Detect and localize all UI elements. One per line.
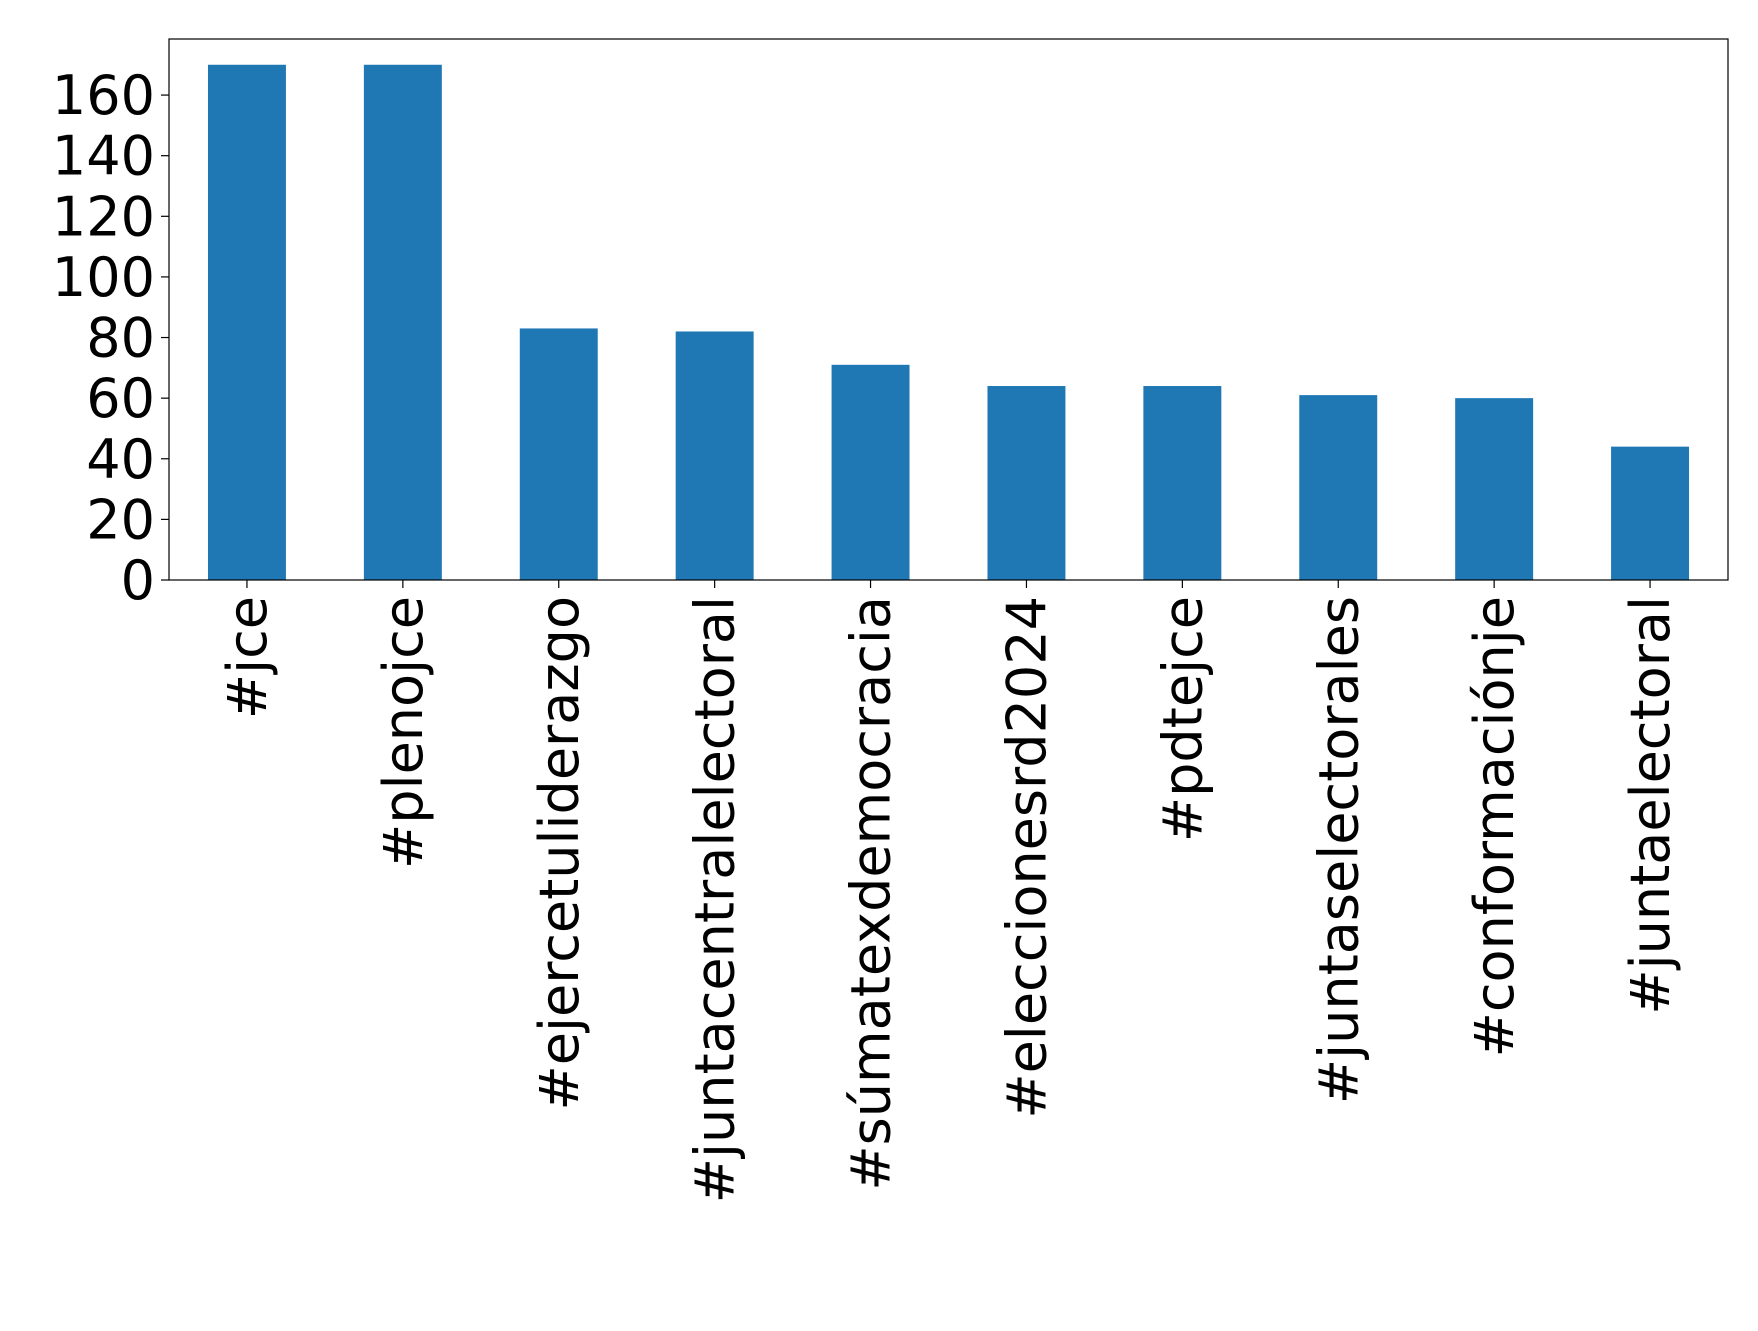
x-tick-label: #plenojce	[372, 596, 435, 869]
x-tick-label: #eleccionesrd2024	[995, 596, 1058, 1119]
x-tick-label: #súmatexdemocracia	[840, 596, 903, 1191]
bar	[363, 64, 442, 580]
y-tick-label: 40	[86, 428, 155, 491]
x-tick-label: #juntacentralelectoral	[684, 596, 747, 1203]
y-tick-label: 100	[52, 246, 155, 309]
bar	[1455, 398, 1534, 580]
x-tick-label: #pdtejce	[1151, 596, 1214, 842]
bar	[1143, 386, 1222, 580]
y-tick-label: 120	[52, 185, 155, 248]
y-tick-label: 140	[52, 125, 155, 188]
plot-frame	[168, 38, 1729, 581]
bar	[987, 386, 1066, 580]
bar	[831, 364, 910, 580]
bar	[207, 64, 286, 580]
y-tick-label: 20	[86, 488, 155, 551]
bar	[519, 328, 598, 580]
x-tick-label: #jce	[216, 596, 279, 719]
bar	[1611, 446, 1690, 580]
bar	[1299, 395, 1378, 580]
y-tick-label: 160	[52, 64, 155, 127]
x-tick-label: #conformaciónje	[1463, 596, 1526, 1057]
bar	[675, 331, 754, 580]
y-tick-label: 80	[86, 307, 155, 370]
x-tick-label: #ejercetuliderazgo	[528, 596, 591, 1110]
y-tick-label: 60	[86, 367, 155, 430]
x-tick-label: #juntaelectoral	[1619, 596, 1682, 1015]
y-tick-label: 0	[121, 549, 155, 612]
x-tick-label: #juntaselectorales	[1307, 596, 1370, 1104]
